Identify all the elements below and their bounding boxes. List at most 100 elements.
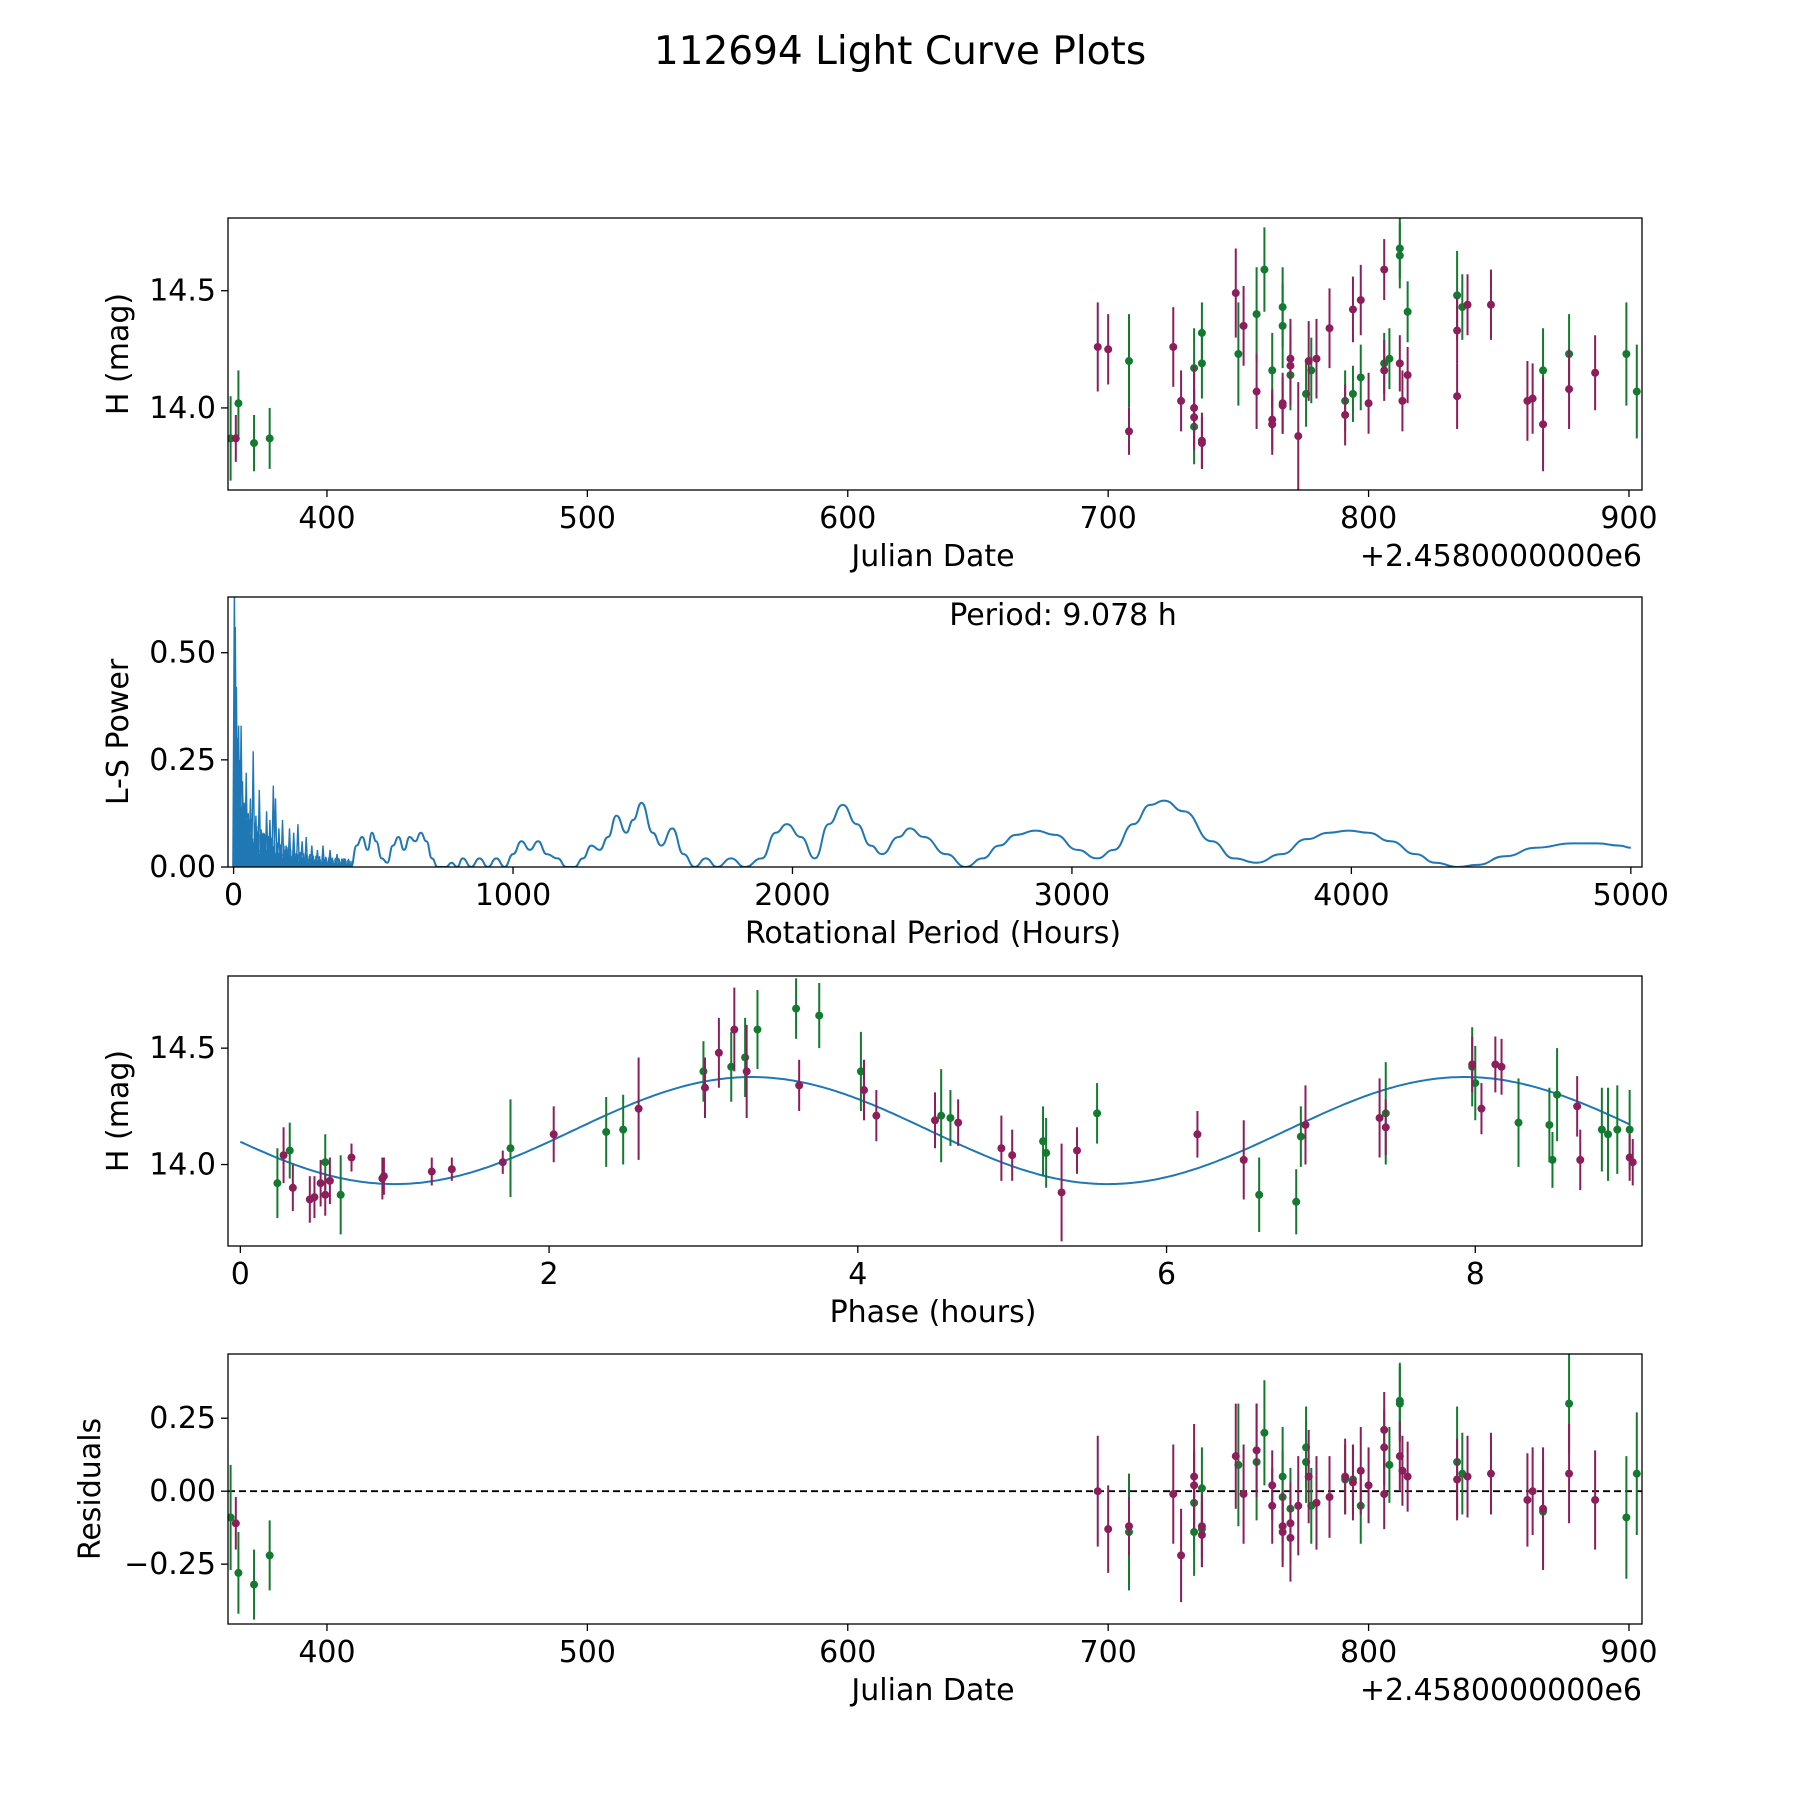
data-point xyxy=(1286,361,1295,370)
data-point xyxy=(1252,310,1261,319)
x-tick-label: 2 xyxy=(540,1257,559,1292)
data-point xyxy=(699,1067,708,1076)
data-point xyxy=(1231,289,1240,298)
data-point xyxy=(325,1176,334,1185)
data-point xyxy=(1395,251,1404,260)
data-point xyxy=(1296,1132,1305,1141)
data-point xyxy=(742,1067,751,1076)
x-tick-label: 900 xyxy=(1600,501,1657,536)
data-point xyxy=(1380,366,1389,375)
data-point xyxy=(1177,396,1186,405)
data-point xyxy=(1268,420,1277,429)
x-tick-label: 700 xyxy=(1080,501,1137,536)
phased-panel: 0 2 4 6 8 14.0 14.5 Phase (hours) H (mag) xyxy=(101,975,1643,1330)
phased-frame xyxy=(227,975,1643,1247)
y-tick-label: 0.00 xyxy=(149,1474,216,1509)
lightcurve-y-axis-label: H (mag) xyxy=(101,293,136,415)
data-point xyxy=(1628,1158,1637,1167)
data-point xyxy=(1252,1446,1261,1455)
y-tick-label: 0.00 xyxy=(149,850,216,885)
y-tick-label: −0.25 xyxy=(124,1547,216,1582)
residuals-x-axis-label: Julian Date xyxy=(849,1673,1014,1708)
y-tick-label: 14.0 xyxy=(149,1148,216,1183)
data-point xyxy=(753,1025,762,1034)
data-point xyxy=(1125,427,1134,436)
data-point xyxy=(250,1580,259,1589)
data-point xyxy=(1395,359,1404,368)
data-point xyxy=(228,1513,235,1522)
data-point xyxy=(997,1144,1006,1153)
data-point xyxy=(1093,1109,1102,1118)
data-point xyxy=(1514,1118,1523,1127)
data-point xyxy=(1197,328,1206,337)
y-tick-label: 14.5 xyxy=(149,1031,216,1066)
data-point xyxy=(1093,342,1102,351)
data-point xyxy=(1468,1060,1477,1069)
x-tick-label: 800 xyxy=(1340,501,1397,536)
data-point xyxy=(1632,1469,1641,1478)
data-point xyxy=(1190,1481,1199,1490)
data-point xyxy=(1528,394,1537,403)
data-point xyxy=(872,1111,881,1120)
data-point xyxy=(1453,1475,1462,1484)
data-point xyxy=(427,1167,436,1176)
y-tick-label: 0.25 xyxy=(149,1401,216,1436)
data-point xyxy=(1348,1478,1357,1487)
data-point xyxy=(1073,1146,1082,1155)
data-point xyxy=(1395,1396,1404,1405)
data-point xyxy=(447,1165,456,1174)
data-point xyxy=(321,1158,330,1167)
data-point xyxy=(1239,1490,1248,1499)
data-point xyxy=(1039,1137,1048,1146)
data-point xyxy=(1491,1060,1500,1069)
data-point xyxy=(1341,410,1350,419)
data-point xyxy=(265,1551,274,1560)
data-point xyxy=(700,1083,709,1092)
periodogram-x-axis-label: Rotational Period (Hours) xyxy=(745,916,1121,951)
data-point xyxy=(954,1118,963,1127)
x-tick-label: 6 xyxy=(1157,1257,1176,1292)
data-point xyxy=(1197,1522,1206,1531)
data-point xyxy=(931,1116,939,1125)
data-point xyxy=(1463,1472,1472,1481)
y-tick-label: 14.5 xyxy=(149,274,216,309)
data-point xyxy=(1632,387,1641,396)
data-point xyxy=(1325,324,1334,333)
data-point xyxy=(1477,1104,1486,1113)
data-point xyxy=(1548,1155,1557,1164)
data-point xyxy=(792,1004,801,1013)
lightcurve-frame xyxy=(227,217,1643,491)
data-point xyxy=(1190,1528,1199,1537)
y-tick-label: 14.0 xyxy=(149,391,216,426)
residuals-panel: 400 500 600 700 800 900 −0.25 0.00 0.25 Julian Da… xyxy=(73,1353,1658,1708)
x-tick-label: 500 xyxy=(559,501,616,536)
data-point xyxy=(1268,366,1277,375)
data-point xyxy=(1497,1062,1506,1071)
data-point xyxy=(1565,1399,1574,1408)
data-point xyxy=(1239,321,1248,330)
data-point xyxy=(1312,1498,1321,1507)
data-point xyxy=(1301,1120,1310,1129)
data-point xyxy=(815,1011,824,1020)
data-point xyxy=(1104,345,1113,354)
data-point xyxy=(1539,1504,1548,1513)
data-point xyxy=(1364,1481,1373,1490)
data-point xyxy=(1255,1190,1264,1199)
data-point xyxy=(937,1111,946,1120)
data-point xyxy=(1539,420,1548,429)
phased-series-purple xyxy=(279,987,1637,1242)
data-point xyxy=(634,1104,643,1113)
data-point xyxy=(1304,1472,1313,1481)
x-tick-label: 1000 xyxy=(475,878,551,913)
data-point xyxy=(1312,354,1321,363)
data-point xyxy=(1622,350,1631,358)
data-point xyxy=(727,1062,736,1071)
data-point xyxy=(1197,1484,1206,1493)
data-point xyxy=(231,434,240,443)
data-point xyxy=(1471,1079,1480,1088)
data-point xyxy=(946,1113,955,1122)
data-point xyxy=(1613,1125,1622,1134)
x-tick-label: 0 xyxy=(224,878,243,913)
residuals-plot-area xyxy=(228,1354,1642,1620)
